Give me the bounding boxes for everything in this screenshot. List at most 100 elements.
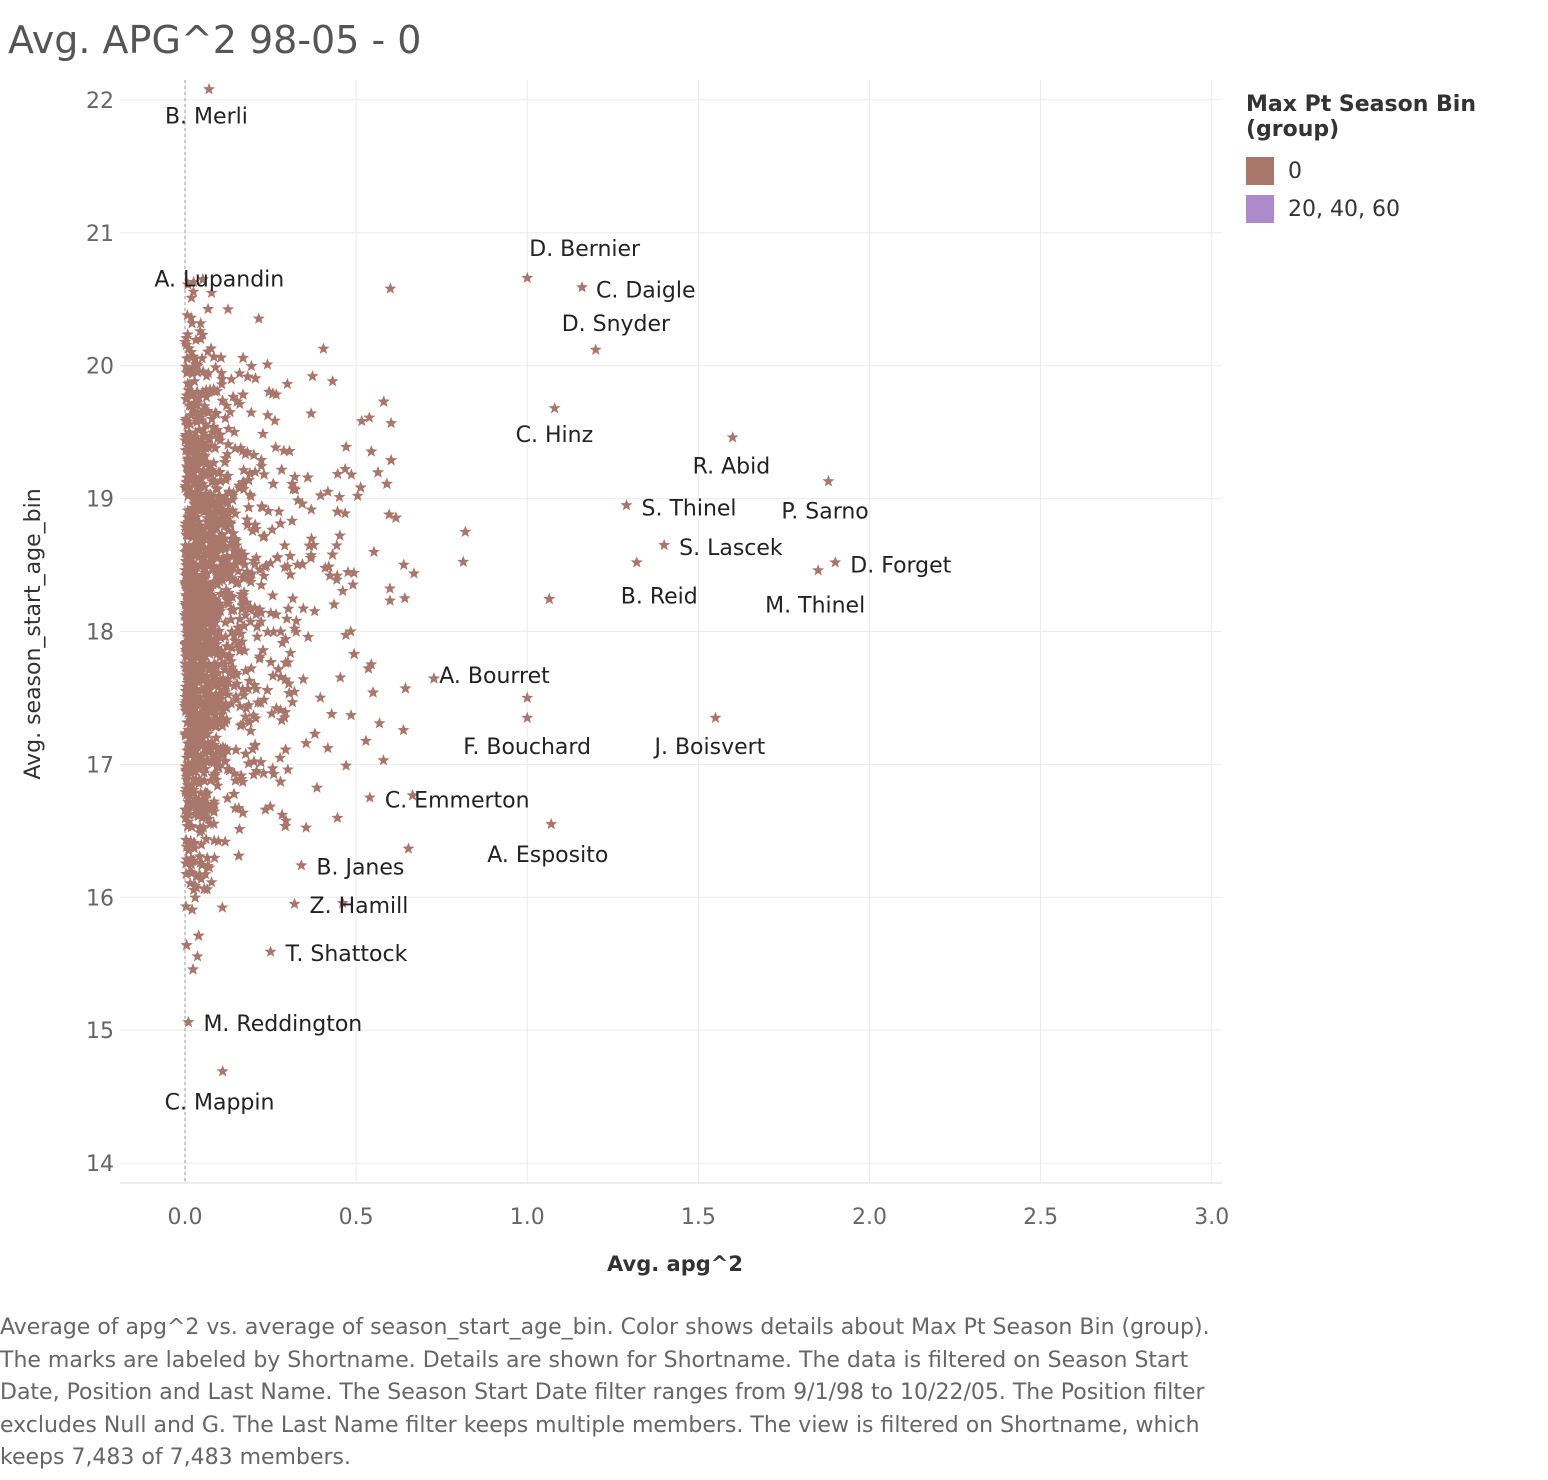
scatter-point[interactable] xyxy=(397,723,410,736)
scatter-point[interactable] xyxy=(256,427,269,440)
scatter-point[interactable] xyxy=(383,582,396,594)
scatter-point[interactable] xyxy=(302,630,315,643)
labeled-point[interactable] xyxy=(384,282,397,294)
scatter-point[interactable] xyxy=(328,598,341,610)
scatter-point[interactable] xyxy=(333,529,346,541)
scatter-point[interactable] xyxy=(367,686,380,698)
scatter-point[interactable] xyxy=(267,477,280,490)
labeled-point[interactable] xyxy=(182,1015,195,1028)
labeled-point[interactable] xyxy=(288,897,301,910)
labeled-point[interactable] xyxy=(829,556,842,568)
scatter-point[interactable] xyxy=(340,759,353,771)
scatter-point[interactable] xyxy=(380,477,393,490)
legend-item[interactable]: 20, 40, 60 xyxy=(1246,190,1548,228)
scatter-point[interactable] xyxy=(192,929,205,941)
labeled-point[interactable] xyxy=(589,343,602,355)
scatter-point[interactable] xyxy=(331,811,344,824)
scatter-point[interactable] xyxy=(305,503,318,515)
scatter-point[interactable] xyxy=(301,471,314,483)
labeled-point[interactable] xyxy=(726,431,739,443)
scatter-point[interactable] xyxy=(385,416,398,429)
scatter-point[interactable] xyxy=(310,781,323,793)
scatter-point[interactable] xyxy=(314,691,327,703)
scatter-point[interactable] xyxy=(407,567,420,579)
scatter-point[interactable] xyxy=(300,821,313,833)
scatter-point[interactable] xyxy=(222,303,235,315)
scatter-point[interactable] xyxy=(261,683,274,696)
labeled-point[interactable] xyxy=(576,281,589,293)
labeled-point[interactable] xyxy=(812,564,825,576)
scatter-point[interactable] xyxy=(300,736,313,749)
scatter-point[interactable] xyxy=(245,359,258,372)
scatter-point[interactable] xyxy=(326,374,339,387)
scatter-point[interactable] xyxy=(249,372,262,384)
scatter-point[interactable] xyxy=(274,751,287,763)
scatter-point[interactable] xyxy=(457,555,470,568)
scatter-point[interactable] xyxy=(267,767,280,780)
scatter-point[interactable] xyxy=(257,767,270,779)
scatter-point[interactable] xyxy=(385,453,398,466)
scatter-point[interactable] xyxy=(306,369,319,382)
scatter-point[interactable] xyxy=(264,655,277,668)
scatter-point[interactable] xyxy=(281,377,294,390)
scatter-point[interactable] xyxy=(377,395,390,407)
scatter-point[interactable] xyxy=(237,388,250,400)
scatter-plot[interactable]: B. Merli A. Lupandin D. Bernier C. Daigle D.… xyxy=(0,0,1548,1300)
scatter-point[interactable] xyxy=(233,822,246,835)
scatter-point[interactable] xyxy=(336,584,349,597)
scatter-point[interactable] xyxy=(367,545,380,558)
labeled-point[interactable] xyxy=(216,1065,229,1077)
scatter-point[interactable] xyxy=(283,445,296,457)
scatter-point[interactable] xyxy=(397,558,410,570)
scatter-point[interactable] xyxy=(229,743,242,756)
scatter-point[interactable] xyxy=(286,592,299,604)
scatter-point[interactable] xyxy=(251,630,264,642)
labeled-point[interactable] xyxy=(363,791,376,803)
scatter-point[interactable] xyxy=(245,406,258,418)
scatter-point[interactable] xyxy=(297,602,310,614)
scatter-point[interactable] xyxy=(305,407,318,419)
scatter-point[interactable] xyxy=(399,682,412,694)
scatter-point[interactable] xyxy=(284,549,297,562)
scatter-point[interactable] xyxy=(232,849,245,861)
legend-item[interactable]: 0 xyxy=(1246,152,1548,190)
scatter-point[interactable] xyxy=(242,501,255,513)
scatter-point[interactable] xyxy=(275,463,288,475)
scatter-point[interactable] xyxy=(261,358,274,370)
scatter-point[interactable] xyxy=(321,741,334,754)
labeled-point[interactable] xyxy=(709,711,722,723)
scatter-point[interactable] xyxy=(261,408,274,421)
scatter-point[interactable] xyxy=(272,663,285,675)
scatter-point[interactable] xyxy=(308,605,321,617)
scatter-point[interactable] xyxy=(279,743,292,755)
scatter-point[interactable] xyxy=(297,673,310,685)
scatter-point[interactable] xyxy=(202,302,215,315)
scatter-point[interactable] xyxy=(191,950,204,962)
scatter-point[interactable] xyxy=(305,532,318,544)
labeled-point[interactable] xyxy=(548,401,561,414)
labeled-point[interactable] xyxy=(630,556,643,568)
scatter-point[interactable] xyxy=(359,734,372,747)
scatter-point[interactable] xyxy=(255,579,268,591)
scatter-point[interactable] xyxy=(286,514,299,527)
scatter-point[interactable] xyxy=(266,589,279,601)
scatter-point[interactable] xyxy=(347,566,360,579)
scatter-point[interactable] xyxy=(216,901,229,913)
labeled-point[interactable] xyxy=(822,475,835,487)
scatter-point[interactable] xyxy=(237,351,250,364)
scatter-point[interactable] xyxy=(266,523,279,535)
scatter-point[interactable] xyxy=(252,312,265,324)
scatter-point[interactable] xyxy=(288,470,301,483)
scatter-point[interactable] xyxy=(384,594,397,606)
scatter-point[interactable] xyxy=(284,646,297,659)
scatter-point[interactable] xyxy=(348,647,361,660)
scatter-point[interactable] xyxy=(398,592,411,604)
scatter-point[interactable] xyxy=(459,525,472,538)
scatter-point[interactable] xyxy=(402,842,415,854)
scatter-point[interactable] xyxy=(290,614,303,627)
scatter-point[interactable] xyxy=(281,763,294,775)
scatter-point[interactable] xyxy=(317,342,330,354)
scatter-point[interactable] xyxy=(340,440,353,453)
scatter-point[interactable] xyxy=(333,490,346,503)
labeled-point[interactable] xyxy=(620,498,633,511)
